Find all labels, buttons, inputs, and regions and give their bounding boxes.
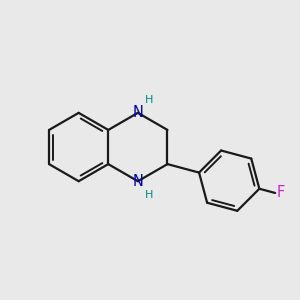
Text: F: F <box>277 185 285 200</box>
Text: H: H <box>145 94 154 104</box>
Text: N: N <box>132 105 143 120</box>
Text: N: N <box>132 174 143 189</box>
Text: H: H <box>145 190 154 200</box>
